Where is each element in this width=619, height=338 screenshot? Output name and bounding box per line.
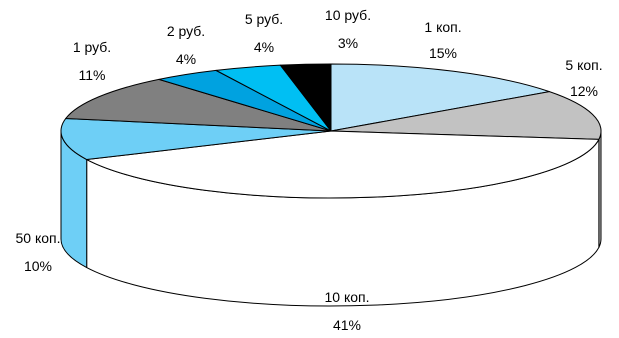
slice-1-label: 1 коп. (424, 19, 461, 35)
slice-2-wedge (330, 91, 602, 140)
slice-5-percent: 11% (79, 67, 106, 83)
slice-3-percent: 41% (333, 317, 361, 333)
slice-4-label: 50 коп. (15, 230, 60, 246)
slice-2-label: 5 коп. (565, 57, 602, 73)
slice-8-label: 10 руб. (325, 7, 371, 23)
slice-7-percent: 4% (254, 39, 274, 55)
slice-3-label: 10 коп. (324, 289, 369, 305)
pie-labels: 1 коп. 15% 5 коп. 12% 10 коп. 41% 50 коп. 10% 1 … (15, 7, 602, 333)
slice-8-wedge (279, 63, 332, 132)
slice-7-label: 5 руб. (245, 11, 283, 27)
slice-6-label: 2 руб. (167, 23, 205, 39)
pie-tops (60, 63, 602, 199)
slice-5-wedge (65, 78, 332, 132)
slice-3-wedge (86, 130, 600, 199)
slice-1-percent: 15% (429, 45, 457, 61)
slice-4-wedge (60, 117, 332, 161)
slice-4-percent: 10% (24, 258, 52, 274)
slice-5-label: 1 руб. (73, 39, 111, 55)
slice-1-wedge (330, 63, 550, 132)
pie-sides (60, 130, 602, 307)
slice-6-percent: 4% (176, 51, 196, 67)
slice-2-percent: 12% (570, 83, 598, 99)
slice-8-percent: 3% (338, 35, 358, 51)
